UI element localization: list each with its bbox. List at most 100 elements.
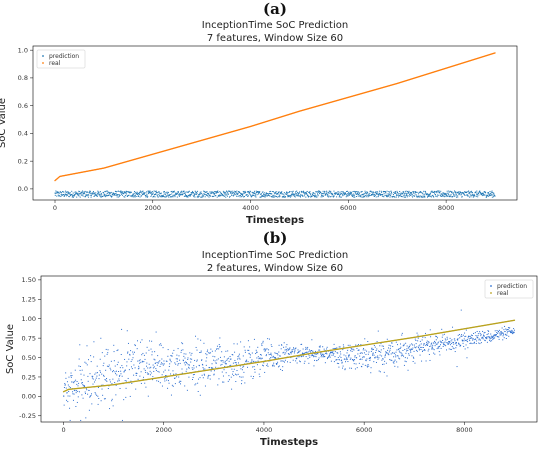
prediction-point bbox=[129, 395, 131, 397]
prediction-point bbox=[257, 360, 259, 362]
prediction-point bbox=[332, 196, 334, 198]
real-point bbox=[107, 384, 109, 386]
prediction-point bbox=[73, 389, 75, 391]
prediction-point bbox=[299, 191, 301, 193]
prediction-point bbox=[100, 196, 102, 198]
prediction-point bbox=[244, 192, 246, 194]
prediction-point bbox=[163, 191, 165, 193]
prediction-point bbox=[229, 365, 231, 367]
prediction-point bbox=[211, 191, 213, 193]
prediction-point bbox=[387, 349, 389, 351]
prediction-point bbox=[501, 331, 503, 333]
prediction-point bbox=[512, 332, 514, 334]
prediction-point bbox=[351, 348, 353, 350]
prediction-point bbox=[199, 193, 201, 195]
prediction-point bbox=[326, 346, 328, 348]
prediction-point bbox=[196, 349, 198, 351]
real-point bbox=[218, 367, 220, 370]
prediction-point bbox=[345, 355, 347, 357]
prediction-point bbox=[176, 354, 178, 356]
prediction-point bbox=[136, 348, 138, 350]
prediction-point bbox=[357, 194, 359, 196]
real-point bbox=[135, 380, 137, 382]
prediction-point bbox=[221, 351, 223, 353]
prediction-point bbox=[273, 194, 275, 196]
prediction-point bbox=[405, 361, 407, 363]
prediction-point bbox=[118, 378, 120, 380]
prediction-point bbox=[491, 194, 493, 196]
prediction-point bbox=[273, 365, 275, 367]
prediction-point bbox=[137, 378, 139, 380]
prediction-point bbox=[434, 341, 436, 343]
prediction-point bbox=[469, 191, 471, 193]
prediction-point bbox=[97, 372, 99, 374]
prediction-point bbox=[188, 367, 190, 369]
prediction-point bbox=[210, 370, 212, 372]
prediction-point bbox=[271, 191, 273, 193]
prediction-point bbox=[484, 331, 486, 333]
prediction-point bbox=[161, 196, 163, 198]
prediction-point bbox=[294, 347, 296, 349]
prediction-point bbox=[493, 335, 495, 337]
prediction-point bbox=[260, 357, 262, 359]
real-point bbox=[133, 380, 136, 383]
prediction-point bbox=[78, 358, 80, 360]
prediction-point bbox=[310, 352, 312, 354]
real-point bbox=[304, 353, 306, 355]
prediction-point bbox=[419, 192, 421, 194]
real-point bbox=[358, 345, 360, 347]
prediction-point bbox=[389, 194, 391, 196]
real-point bbox=[359, 345, 362, 347]
prediction-point bbox=[480, 192, 482, 194]
prediction-point bbox=[163, 196, 165, 198]
real-point bbox=[305, 353, 308, 355]
real-point bbox=[317, 351, 320, 353]
prediction-point bbox=[434, 194, 436, 196]
prediction-point bbox=[59, 195, 61, 197]
prediction-point bbox=[283, 342, 285, 344]
prediction-point bbox=[94, 194, 96, 196]
prediction-point bbox=[322, 193, 324, 195]
prediction-point bbox=[409, 345, 411, 347]
prediction-point bbox=[461, 339, 463, 341]
real-point bbox=[464, 328, 466, 330]
prediction-point bbox=[362, 196, 364, 198]
prediction-point bbox=[119, 194, 121, 196]
real-point bbox=[400, 338, 402, 341]
prediction-point bbox=[486, 194, 488, 196]
prediction-point bbox=[335, 359, 337, 361]
prediction-point bbox=[474, 332, 476, 334]
real-point bbox=[402, 338, 404, 340]
prediction-point bbox=[448, 190, 450, 192]
real-point bbox=[212, 368, 214, 370]
prediction-point bbox=[337, 194, 339, 196]
chart-a: 0 2000 4000 6000 80000.00.20.40.60.81.0Times… bbox=[0, 45, 518, 226]
prediction-point bbox=[496, 332, 498, 334]
prediction-point bbox=[392, 195, 394, 197]
prediction-point bbox=[148, 190, 150, 192]
real-point bbox=[241, 364, 243, 366]
prediction-point bbox=[259, 357, 261, 359]
prediction-point bbox=[212, 355, 214, 357]
prediction-point bbox=[348, 356, 350, 358]
prediction-point bbox=[126, 195, 128, 197]
prediction-point bbox=[317, 194, 319, 196]
real-point bbox=[450, 330, 452, 332]
prediction-point bbox=[323, 348, 325, 350]
prediction-point bbox=[126, 330, 128, 332]
prediction-point bbox=[405, 352, 407, 354]
prediction-point bbox=[83, 385, 85, 387]
prediction-point bbox=[195, 193, 197, 195]
prediction-point bbox=[106, 365, 108, 367]
real-point bbox=[313, 352, 315, 354]
real-point bbox=[190, 372, 192, 374]
real-point bbox=[161, 376, 163, 378]
prediction-point bbox=[275, 363, 277, 365]
real-point bbox=[341, 347, 343, 350]
prediction-point bbox=[141, 339, 143, 341]
prediction-point bbox=[414, 193, 416, 195]
prediction-point bbox=[318, 349, 320, 351]
prediction-point bbox=[205, 194, 207, 196]
prediction-point bbox=[159, 382, 161, 384]
real-point bbox=[491, 323, 493, 325]
